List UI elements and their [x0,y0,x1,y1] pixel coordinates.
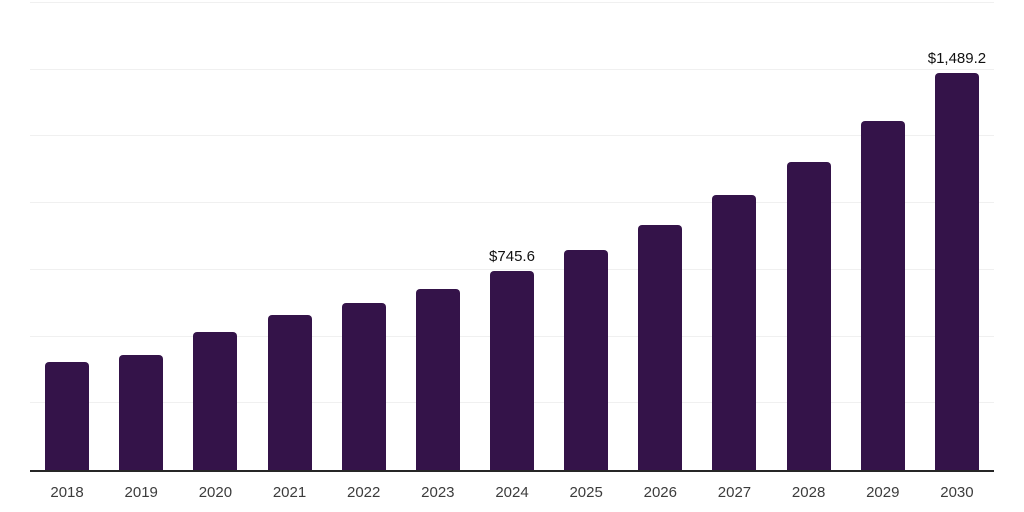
bar-2029 [860,120,905,470]
bar-2023 [415,288,460,470]
gridline-1000 [30,202,994,203]
x-tick-2030: 2030 [940,484,974,501]
bar-2026 [638,225,683,470]
gridline-1750 [30,2,994,3]
bar-2027 [712,195,757,470]
x-tick-2029: 2029 [866,484,900,501]
value-label-2024: $745.6 [489,248,535,265]
bar-2024 [490,271,534,470]
x-tick-2021: 2021 [272,484,307,501]
x-tick-2020: 2020 [198,484,233,501]
value-label-2030: $1,489.2 [927,49,987,67]
bar-2030 [934,72,979,470]
bar-2028 [786,161,831,470]
x-tick-2024: 2024 [495,484,529,501]
gridline-1250 [30,135,994,136]
x-tick-2022: 2022 [347,484,381,501]
gridline-1500 [30,69,994,70]
bar-2020 [193,332,238,470]
bar-2021 [267,315,312,470]
gridline-750 [30,269,994,270]
x-axis-labels: 2018 2019 2020 2021 2022 2023 2024 2025 2026 2027… [30,484,994,504]
x-tick-2018: 2018 [50,484,84,501]
x-tick-2023: 2023 [421,484,455,501]
bar-2022 [341,302,386,470]
x-tick-2025: 2025 [569,484,603,501]
x-axis-line [30,470,994,472]
x-tick-2026: 2026 [643,484,677,501]
bar-2018 [45,361,90,470]
bar-2019 [119,355,164,470]
x-tick-2027: 2027 [717,484,752,501]
bar-2025 [564,250,609,470]
plot-area: $745.6 $1,489.2 [30,2,994,470]
x-tick-2019: 2019 [124,484,158,501]
x-tick-2028: 2028 [791,484,826,501]
